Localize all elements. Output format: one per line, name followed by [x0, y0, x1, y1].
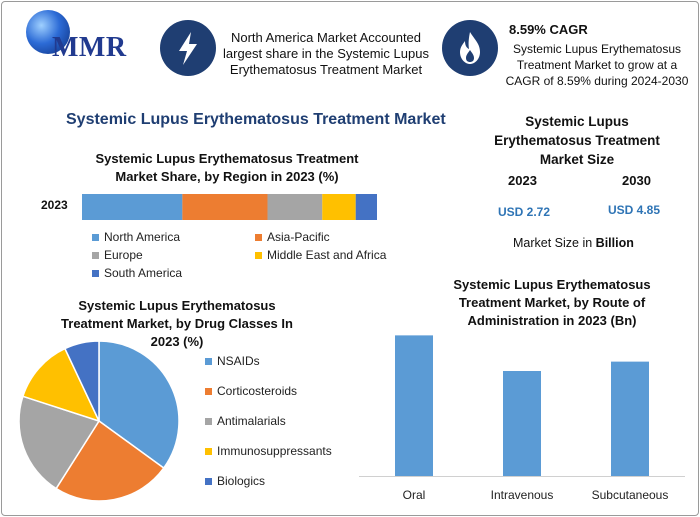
market-size-note-prefix: Market Size in [513, 236, 596, 250]
market-size-note: Market Size in Billion [513, 236, 634, 250]
drug-class-legend-label: Antimalarials [217, 414, 286, 428]
brand-logo: MMR [52, 32, 127, 63]
route-tick-label-intravenous: Intravenous [490, 488, 554, 502]
market-size-value-2030: USD 4.85 [608, 203, 661, 217]
market-size-note-unit: Billion [595, 236, 634, 250]
route-bar-chart [359, 335, 685, 477]
region-bar-segment-middle-east-and-africa [322, 194, 356, 220]
region-legend-swatch [92, 269, 99, 277]
route-tick-label-subcutaneous: Subcutaneous [591, 488, 669, 502]
route-bar-oral [395, 335, 433, 476]
drug-class-pie [18, 340, 180, 502]
region-legend-north-america: North America [92, 230, 180, 244]
region-bar-segment-north-america [82, 194, 183, 220]
region-legend-swatch [92, 233, 99, 241]
drug-class-legend-biologics: Biologics [205, 474, 265, 488]
cagr-title: 8.59% CAGR [509, 22, 588, 37]
pie-slice-biologics [63, 340, 100, 422]
drug-class-legend-swatch [205, 387, 212, 395]
drug-class-legend-swatch [205, 477, 212, 485]
drug-class-legend-label: NSAIDs [217, 354, 260, 368]
drug-class-legend-label: Immunosuppressants [217, 444, 332, 458]
drug-class-legend-label: Biologics [217, 474, 266, 488]
pie-slice-antimalarials [18, 395, 101, 490]
region-bar-segment-europe [267, 194, 323, 220]
drug-class-legend-immunosuppressants: Immunosuppressants [205, 444, 332, 458]
region-legend-label: Asia-Pacific [267, 230, 330, 244]
region-stacked-bar [82, 194, 377, 220]
lightning-icon [160, 20, 216, 76]
drug-class-chart-title: Systemic Lupus Erythematosus Treatment M… [61, 298, 293, 349]
drug-class-legend-corticosteroids: Corticosteroids [205, 384, 297, 398]
route-bar-subcutaneous [611, 361, 649, 476]
market-size-year-2023: 2023 [508, 173, 537, 188]
region-legend-south-america: South America [92, 266, 182, 280]
region-legend-europe: Europe [92, 248, 143, 262]
globe-logo-icon [26, 10, 70, 54]
market-size-value-2023: USD 2.72 [498, 205, 551, 219]
region-chart-title: Systemic Lupus Erythematosus Treatment M… [95, 151, 359, 184]
region-bar-segment-south-america [355, 194, 377, 220]
drug-class-legend-nsaids: NSAIDs [205, 354, 260, 368]
region-legend-label: North America [104, 230, 181, 244]
pie-slice-corticosteroids [55, 419, 165, 502]
region-legend-label: Middle East and Africa [267, 248, 387, 262]
region-legend-swatch [255, 251, 262, 259]
route-bar-intravenous [503, 371, 541, 476]
region-legend-label: Europe [104, 248, 143, 262]
region-legend-swatch [255, 233, 262, 241]
region-legend-swatch [92, 251, 99, 259]
route-chart-title: Systemic Lupus Erythematosus Treatment M… [453, 277, 651, 328]
pie-slice-immunosuppressants [21, 347, 101, 423]
highlight-north-america: North America Market Accounted largest s… [223, 30, 429, 77]
route-tick-label-oral: Oral [402, 488, 426, 502]
drug-class-legend-antimalarials: Antimalarials [205, 414, 286, 428]
flame-icon [442, 20, 498, 76]
page-title: Systemic Lupus Erythematosus Treatment M… [66, 111, 446, 128]
drug-class-legend-swatch [205, 447, 212, 455]
region-legend-label: South America [104, 266, 183, 280]
region-legend-asia-pacific: Asia-Pacific [255, 230, 330, 244]
pie-slice-nsaids [98, 340, 180, 470]
region-bar-segment-asia-pacific [182, 194, 268, 220]
drug-class-legend-label: Corticosteroids [217, 384, 298, 398]
market-size-year-2030: 2030 [622, 173, 651, 188]
region-legend-middle-east-and-africa: Middle East and Africa [255, 248, 386, 262]
drug-class-legend-swatch [205, 417, 212, 425]
cagr-text: Systemic Lupus Erythematosus Treatment M… [505, 42, 689, 88]
drug-class-legend-swatch [205, 357, 212, 365]
region-chart-category-label: 2023 [41, 198, 68, 212]
market-size-title: Systemic Lupus Erythematosus Treatment M… [494, 114, 660, 167]
